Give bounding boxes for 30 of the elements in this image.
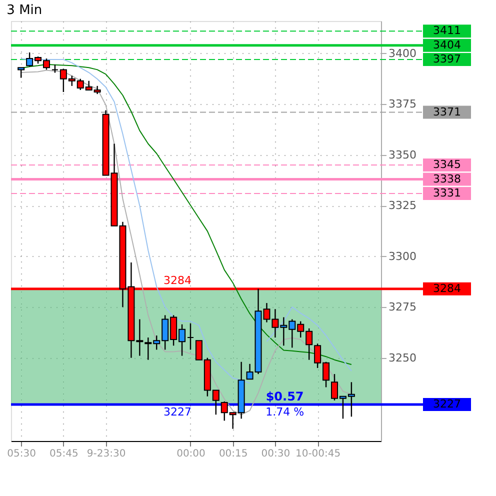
ref-line-label: 3371	[433, 105, 461, 118]
x-tick-label: 00:30	[261, 448, 290, 460]
candlestick	[18, 67, 25, 78]
x-tick-label: 05:45	[50, 448, 78, 460]
ref-line-label: 3331	[433, 186, 461, 200]
ref-line-label: 3345	[433, 158, 461, 172]
ref-line-label: 3338	[433, 172, 461, 186]
y-tick-label: 3275	[388, 300, 416, 314]
candlestick	[186, 322, 194, 350]
ref-line-label: 3411	[433, 24, 461, 38]
x-tick-label: 05:30	[7, 448, 36, 460]
y-tick-label: 3400	[388, 46, 416, 60]
y-tick-label: 3300	[388, 250, 416, 263]
ref-line-label: 3284	[433, 282, 461, 295]
ref-line-label: 3397	[433, 52, 461, 66]
chart-title: 3 Min	[6, 3, 42, 18]
x-tick-label: 00:00	[176, 448, 206, 460]
y-tick-label: 3325	[388, 199, 416, 212]
ref-line-label: 3404	[433, 38, 461, 52]
annotation: 3227	[164, 405, 192, 418]
x-tick-label: 00:15	[218, 448, 248, 460]
y-tick-label: 3375	[388, 98, 416, 111]
annotation: $0.57	[266, 389, 304, 404]
annotation: 3284	[164, 274, 192, 287]
annotation: 1.74 %	[266, 405, 304, 418]
ref-line-label: 3227	[433, 397, 461, 410]
y-tick-label: 3250	[388, 351, 416, 364]
x-tick-label: 10-00:45	[295, 448, 341, 460]
y-tick-label: 3350	[388, 148, 416, 162]
x-tick-label: 9-23:30	[86, 448, 126, 460]
